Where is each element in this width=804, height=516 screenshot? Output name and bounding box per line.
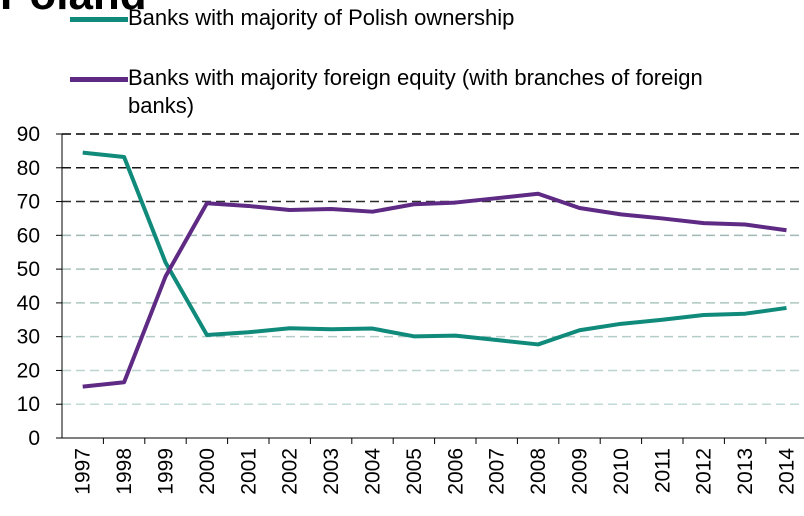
legend-label: Banks with majority foreign equity (with… (128, 65, 703, 118)
legend-swatch (70, 77, 128, 82)
x-tick-label: 2007 (486, 448, 509, 495)
x-tick-label: 2008 (527, 448, 550, 495)
x-tick-label: 2000 (196, 448, 219, 495)
y-tick-label: 30 (17, 326, 40, 349)
x-tick-label: 2002 (279, 448, 302, 495)
y-tick-label: 40 (17, 292, 40, 315)
x-tick-label: 2004 (362, 448, 385, 495)
x-tick-label: 2012 (693, 448, 716, 495)
x-tick-label: 2006 (444, 448, 467, 495)
y-tick-label: 90 (17, 123, 40, 146)
x-tick-label: 2013 (734, 448, 757, 495)
y-tick-label: 50 (17, 258, 40, 281)
y-tick-label: 70 (17, 191, 40, 214)
x-tick-label: 1998 (113, 448, 136, 495)
x-tick-label: 2005 (403, 448, 426, 495)
y-tick-label: 80 (17, 157, 40, 180)
y-tick-label: 0 (28, 427, 40, 450)
x-tick-label: 2014 (776, 448, 799, 495)
x-tick-label: 2011 (651, 448, 674, 493)
x-tick-label: 2003 (320, 448, 343, 495)
x-tick-label: 2009 (569, 448, 592, 495)
chart-title: Poland (0, 0, 147, 20)
series-line (82, 191, 787, 389)
x-tick-label: 1999 (155, 448, 178, 495)
x-tick-label: 2010 (610, 448, 633, 495)
series-line (82, 150, 787, 347)
x-tick-label: 1997 (72, 448, 95, 495)
legend-item: Banks with majority of Polish ownership (70, 4, 748, 32)
y-tick-label: 60 (17, 224, 40, 247)
legend-label: Banks with majority of Polish ownership (128, 5, 515, 30)
y-tick-label: 20 (17, 359, 40, 382)
y-tick-label: 10 (17, 393, 40, 416)
x-tick-label: 2001 (237, 448, 260, 495)
legend-item: Banks with majority foreign equity (with… (70, 64, 768, 120)
legend-swatch (70, 17, 128, 22)
